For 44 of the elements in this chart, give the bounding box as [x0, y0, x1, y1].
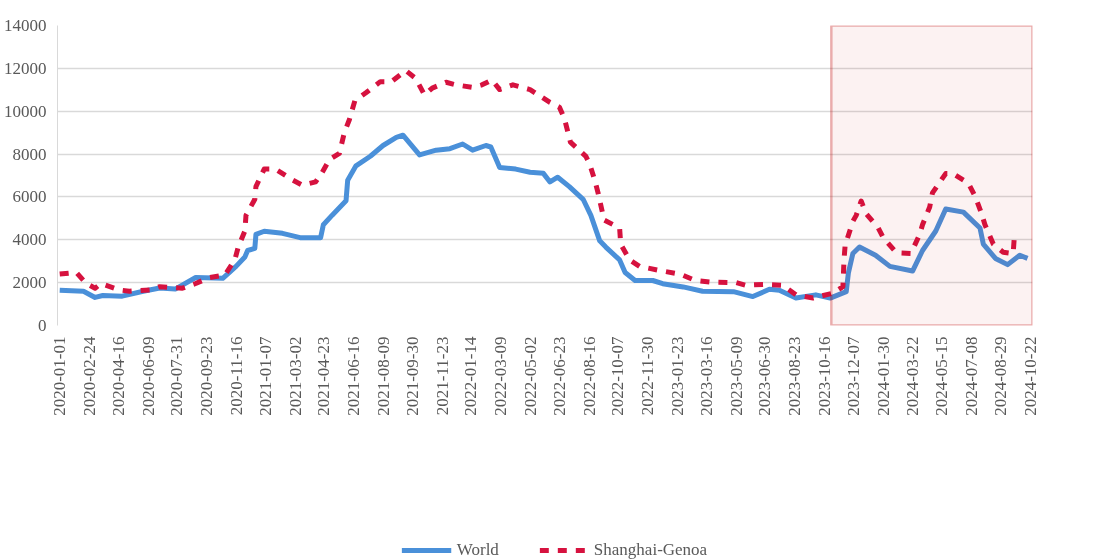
- x-tick-label: 2022-06-23: [549, 336, 569, 416]
- x-tick-label: 2020-11-16: [227, 336, 247, 416]
- x-tick-label: 2024-08-29: [990, 336, 1010, 416]
- x-tick-label: 2024-05-15: [932, 336, 952, 416]
- x-tick-label: 2021-04-23: [314, 336, 334, 416]
- x-tick-label: 2020-06-09: [138, 336, 158, 416]
- x-tick-label: 2021-08-09: [374, 336, 394, 416]
- x-tick-label: 2021-01-07: [255, 336, 275, 416]
- legend-label: World: [456, 539, 499, 560]
- x-tick-label: 2022-11-30: [638, 336, 658, 416]
- x-tick-label: 2024-01-30: [873, 336, 893, 416]
- x-tick-label: 2021-11-23: [432, 336, 452, 416]
- x-tick-label: 2021-09-30: [402, 336, 422, 416]
- x-tick-label: 2022-03-09: [491, 336, 511, 416]
- x-tick-label: 2023-10-16: [815, 336, 835, 416]
- x-tick-label: 2024-03-22: [902, 336, 922, 416]
- y-tick-label: 4000: [12, 230, 47, 250]
- x-tick-label: 2023-03-16: [696, 336, 716, 416]
- x-tick-label: 2022-01-14: [461, 336, 481, 416]
- y-tick-label: 8000: [12, 144, 47, 164]
- x-tick-label: 2020-09-23: [197, 336, 217, 416]
- x-tick-label: 2024-10-22: [1020, 336, 1040, 416]
- x-tick-label: 2023-06-30: [755, 336, 775, 416]
- x-tick-label: 2022-05-02: [521, 336, 541, 416]
- x-tick-label: 2024-07-08: [962, 336, 982, 416]
- x-tick-label: 2023-08-23: [785, 336, 805, 416]
- y-tick-label: 6000: [12, 187, 47, 207]
- x-tick-label: 2020-07-31: [167, 336, 187, 416]
- y-tick-label: 10000: [4, 101, 47, 121]
- x-tick-label: 2023-05-09: [726, 336, 746, 416]
- x-tick-label: 2022-08-16: [579, 336, 599, 416]
- y-tick-label: 12000: [4, 58, 47, 78]
- y-tick-label: 0: [38, 316, 47, 335]
- y-tick-label: 2000: [12, 273, 47, 293]
- x-tick-label: 2023-01-23: [668, 336, 688, 416]
- x-tick-label: 2020-04-16: [108, 336, 128, 416]
- x-tick-label: 2022-10-07: [608, 336, 628, 416]
- x-tick-label: 2020-02-24: [80, 336, 100, 416]
- x-tick-label: 2020-01-01: [50, 336, 70, 416]
- y-tick-label: 14000: [4, 16, 47, 35]
- x-tick-label: 2021-06-16: [344, 336, 364, 416]
- legend-label: Shanghai-Genoa: [593, 539, 708, 560]
- x-tick-label: 2021-03-02: [285, 336, 305, 416]
- x-tick-label: 2023-12-07: [843, 336, 863, 416]
